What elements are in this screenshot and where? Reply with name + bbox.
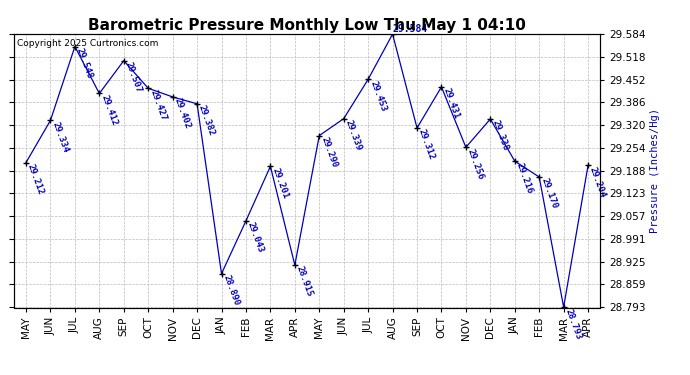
Text: 29.412: 29.412 [99, 93, 119, 127]
Y-axis label: Pressure (Inches/Hg): Pressure (Inches/Hg) [650, 108, 660, 233]
Text: 28.890: 28.890 [221, 274, 241, 307]
Text: 29.338: 29.338 [491, 119, 510, 152]
Text: 29.204: 29.204 [588, 165, 608, 199]
Text: 29.339: 29.339 [344, 118, 363, 152]
Text: 29.256: 29.256 [466, 147, 485, 181]
Text: 29.216: 29.216 [515, 161, 534, 195]
Text: 29.402: 29.402 [172, 97, 192, 130]
Text: 29.334: 29.334 [50, 120, 70, 154]
Text: 29.584: 29.584 [393, 24, 428, 34]
Text: 29.201: 29.201 [270, 166, 290, 200]
Text: 29.312: 29.312 [417, 128, 437, 161]
Text: 29.382: 29.382 [197, 104, 217, 137]
Text: 28.915: 28.915 [295, 265, 315, 298]
Text: 29.290: 29.290 [319, 136, 339, 169]
Text: 28.793: 28.793 [564, 307, 583, 340]
Text: 29.170: 29.170 [539, 177, 559, 210]
Text: 29.507: 29.507 [124, 61, 144, 94]
Title: Barometric Pressure Monthly Low Thu May 1 04:10: Barometric Pressure Monthly Low Thu May … [88, 18, 526, 33]
Text: 29.453: 29.453 [368, 80, 388, 113]
Text: 29.043: 29.043 [246, 221, 266, 254]
Text: Copyright 2025 Curtronics.com: Copyright 2025 Curtronics.com [17, 39, 158, 48]
Text: 29.427: 29.427 [148, 88, 168, 122]
Text: 29.212: 29.212 [26, 162, 46, 196]
Text: 29.431: 29.431 [442, 87, 461, 120]
Text: 29.548: 29.548 [75, 46, 95, 80]
